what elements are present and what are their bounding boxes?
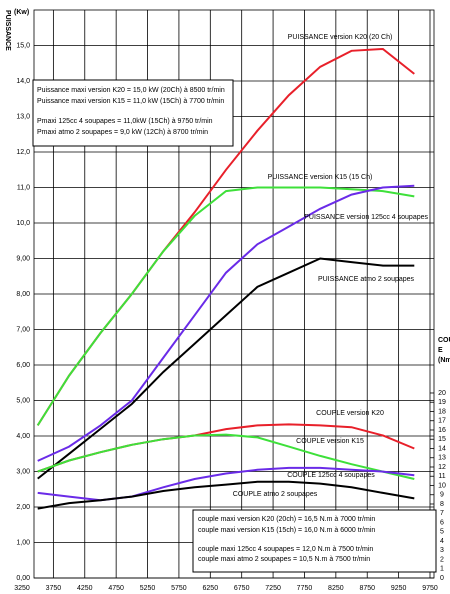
x-tick-label: 5750 (171, 585, 187, 592)
y-tick-label: 12,0 (16, 149, 30, 156)
y2-tick-label: 6 (440, 519, 444, 526)
series-label: PUISSANCE version 125cc 4 soupapes (304, 214, 428, 221)
info-text: Puissance maxi version K20 = 15,0 kW (20… (37, 87, 225, 94)
y-tick-label: 10,0 (16, 220, 30, 227)
y-tick-label: 7,00 (16, 326, 30, 333)
y2-tick-label: 2 (440, 556, 444, 563)
y-tick-label: 9,00 (16, 255, 30, 262)
series-line (36, 186, 415, 426)
y2-tick-label: 17 (438, 418, 446, 425)
x-tick-label: 4250 (77, 585, 93, 592)
y-tick-label: 5,00 (16, 397, 30, 404)
y2-tick-label: 18 (438, 408, 446, 415)
y2-tick-label: 19 (438, 399, 446, 406)
y2-tick-label: 14 (438, 445, 446, 452)
y2-tick-label: 5 (440, 529, 444, 536)
y-axis-label: PUISSANCE (4, 10, 11, 51)
x-tick-label: 6750 (234, 585, 250, 592)
info-text: Pmaxi 125cc 4 soupapes = 11,0kW (15Ch) à… (37, 118, 213, 125)
y-tick-label: 13,0 (16, 113, 30, 120)
series-line (37, 423, 415, 473)
x-tick-label: 5250 (140, 585, 156, 592)
series-label: COUPLE 125cc 4 soupapes (287, 472, 375, 479)
x-tick-label: 3250 (14, 585, 30, 592)
info-text: couple maxi atmo 2 soupapes = 10,5 N.m à… (198, 556, 370, 563)
info-text: couple maxi version K20 (20ch) = 16,5 N.… (198, 516, 375, 523)
y2-tick-label: 9 (440, 492, 444, 499)
y2-tick-label: 4 (440, 538, 444, 545)
info-box (192, 509, 437, 573)
y2-tick-label: 1 (440, 566, 444, 573)
y-tick-label: 11,0 (17, 184, 30, 191)
y-tick-label: 2,00 (16, 504, 30, 511)
info-text: Puissance maxi version K15 = 11,0 kW (15… (37, 98, 224, 105)
y2-tick-label: 10 (438, 482, 446, 489)
info-text: couple maxi 125cc 4 soupapes = 12,0 N.m … (198, 546, 373, 553)
x-tick-label: 4750 (108, 585, 124, 592)
y2-tick-label: 20 (438, 390, 446, 397)
x-tick-label: 9750 (422, 585, 438, 592)
y2-tick-label: 8 (440, 501, 444, 508)
y2-tick-label: 16 (438, 427, 446, 434)
info-text: couple maxi version K15 (15ch) = 16,0 N.… (198, 527, 375, 534)
y2-tick-label: 11 (438, 473, 445, 480)
y2-axis-label: COUPLE (438, 337, 450, 344)
series-label: PUISSANCE version K15 (15 Ch) (268, 174, 373, 181)
series-label: COUPLE atmo 2 soupapes (233, 491, 318, 498)
series-label: PUISSANCE version K20 (20 Ch) (288, 34, 393, 41)
y-tick-label: 8,00 (16, 291, 30, 298)
y2-tick-label: 7 (440, 510, 444, 517)
series-label: PUISSANCE atmo 2 soupapes (318, 276, 415, 283)
x-tick-label: 8750 (359, 585, 375, 592)
y2-tick-label: 3 (440, 547, 444, 554)
series-label: COUPLE version K20 (316, 410, 384, 417)
y2-tick-label: 0 (440, 575, 444, 582)
x-tick-label: 6250 (203, 585, 219, 592)
y2-tick-label: 12 (438, 464, 446, 471)
y-tick-label: 15,0 (16, 42, 30, 49)
x-tick-label: 7250 (265, 585, 281, 592)
info-text: Pmaxi atmo 2 soupapes = 9,0 kW (12Ch) à … (37, 129, 208, 136)
x-tick-label: 7750 (297, 585, 313, 592)
series-label: COUPLE version K15 (296, 438, 364, 445)
x-tick-label: 9250 (391, 585, 407, 592)
y2-tick-label: 15 (438, 436, 446, 443)
y-tick-label: 3,00 (16, 468, 30, 475)
y2-tick-label: 13 (438, 455, 446, 462)
x-tick-label: 8250 (328, 585, 344, 592)
y-axis-unit: (Kw) (14, 9, 29, 16)
series-line (37, 184, 415, 462)
y-tick-label: 14,0 (16, 78, 30, 85)
y-tick-label: 0,00 (16, 575, 30, 582)
series-line (37, 433, 415, 480)
series-line (37, 257, 415, 480)
y-tick-label: 4,00 (16, 433, 30, 440)
y-tick-label: 6,00 (16, 362, 30, 369)
y2-axis-label: (Nm) (438, 357, 450, 364)
x-tick-label: 3750 (46, 585, 62, 592)
info-box (32, 79, 234, 147)
y-tick-label: 1,00 (16, 539, 30, 546)
series-line (37, 480, 415, 510)
y2-axis-label: E (438, 347, 443, 354)
